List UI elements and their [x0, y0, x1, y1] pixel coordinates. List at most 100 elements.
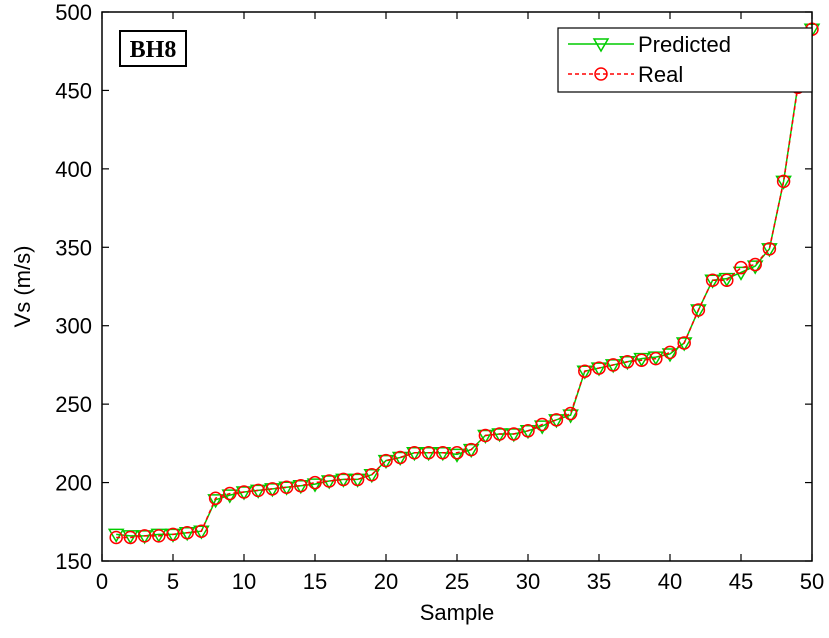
marker	[166, 527, 180, 542]
y-tick-label: 200	[55, 471, 92, 496]
marker	[705, 273, 720, 287]
marker	[761, 243, 778, 258]
marker	[535, 417, 549, 432]
marker	[478, 428, 493, 443]
marker	[649, 351, 663, 366]
y-tick-label: 450	[55, 78, 92, 103]
marker	[393, 450, 407, 465]
marker	[180, 526, 194, 540]
marker	[691, 303, 706, 317]
marker	[306, 478, 324, 493]
plot-area	[102, 12, 812, 561]
x-tick-label: 45	[729, 569, 753, 594]
marker	[109, 530, 123, 545]
marker	[748, 257, 762, 272]
marker	[421, 446, 436, 460]
marker	[365, 467, 379, 482]
legend-label: Predicted	[638, 32, 731, 57]
marker	[675, 337, 693, 352]
legend-marker	[594, 67, 608, 81]
y-tick-label: 350	[55, 235, 92, 260]
marker	[207, 494, 224, 509]
legend-label: Real	[638, 62, 683, 87]
marker	[521, 424, 535, 438]
marker	[193, 525, 210, 540]
marker	[379, 453, 393, 468]
marker	[549, 413, 564, 427]
marker	[619, 356, 636, 371]
marker	[578, 364, 592, 378]
y-tick-label: 250	[55, 392, 92, 417]
marker	[464, 442, 478, 457]
marker	[776, 174, 791, 189]
axes-frame	[101, 11, 813, 562]
marker	[634, 353, 649, 367]
marker	[178, 527, 196, 542]
marker	[734, 260, 748, 275]
marker	[604, 359, 622, 374]
marker	[677, 336, 691, 350]
marker	[208, 491, 223, 506]
marker	[592, 361, 606, 375]
marker	[606, 358, 620, 372]
marker	[322, 474, 336, 488]
y-axis-label: Vs (m/s)	[10, 246, 35, 328]
marker	[519, 425, 537, 440]
marker	[492, 427, 507, 441]
marker	[746, 260, 764, 275]
x-tick-label: 10	[232, 569, 256, 594]
legend-marker	[592, 38, 610, 53]
marker	[477, 429, 494, 445]
marker	[194, 524, 209, 538]
series	[109, 22, 819, 545]
marker	[462, 443, 480, 459]
x-tick-label: 40	[658, 569, 682, 594]
marker	[505, 428, 523, 443]
marker	[562, 409, 579, 424]
marker	[576, 365, 594, 380]
marker	[720, 273, 734, 287]
marker	[237, 485, 251, 499]
marker	[690, 304, 707, 319]
marker	[137, 529, 152, 543]
marker	[164, 528, 182, 543]
marker	[533, 420, 551, 435]
marker	[265, 482, 280, 496]
marker	[563, 406, 578, 421]
marker	[436, 446, 450, 460]
annotation-box	[119, 30, 187, 67]
x-tick-label: 30	[516, 569, 540, 594]
marker	[123, 530, 138, 545]
marker	[507, 427, 521, 441]
x-axis-label: Sample	[420, 600, 495, 625]
marker	[491, 428, 508, 443]
x-tick-label: 35	[587, 569, 611, 594]
marker	[450, 446, 464, 460]
marker	[279, 480, 294, 495]
marker	[407, 446, 422, 460]
y-tick-label: 150	[55, 549, 92, 574]
marker	[377, 454, 395, 470]
marker	[420, 447, 437, 462]
marker	[661, 348, 679, 363]
x-tick-label: 25	[445, 569, 469, 594]
marker	[762, 242, 777, 256]
marker	[620, 355, 635, 369]
marker	[590, 362, 608, 377]
x-tick-label: 20	[374, 569, 398, 594]
marker	[704, 274, 721, 289]
marker	[251, 483, 265, 498]
x-tick-label: 50	[800, 569, 824, 594]
marker	[349, 473, 366, 488]
annotation: BH8	[130, 37, 177, 63]
marker	[663, 345, 677, 360]
y-tick-label: 400	[55, 157, 92, 182]
x-tick-label: 0	[96, 569, 108, 594]
marker	[350, 472, 365, 487]
x-tick-label: 5	[167, 569, 179, 594]
marker	[434, 447, 452, 462]
marker	[294, 478, 308, 493]
marker	[152, 529, 166, 543]
